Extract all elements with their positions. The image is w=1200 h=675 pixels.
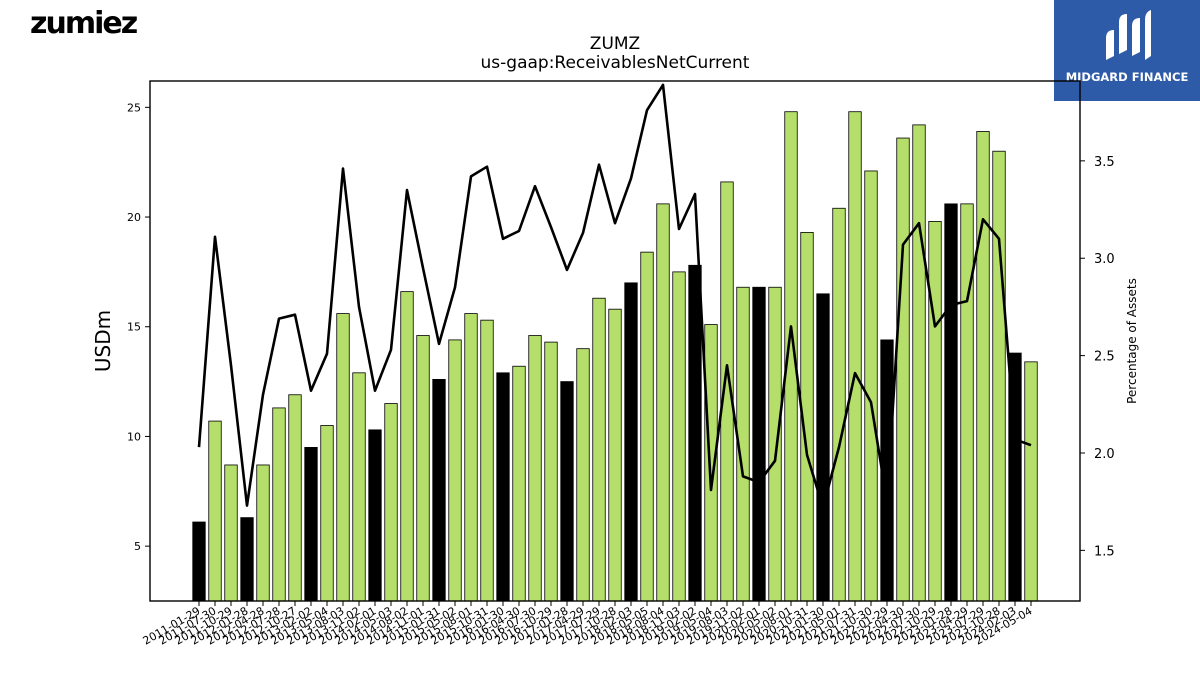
- bar: [464, 313, 478, 602]
- bar: [272, 407, 286, 602]
- bar: [832, 207, 846, 602]
- bar: [416, 335, 430, 602]
- bar: [560, 381, 574, 602]
- y2-tick-label: 1.5: [1094, 544, 1115, 559]
- bar: [448, 339, 462, 602]
- y-tick-label: 5: [134, 540, 141, 553]
- y-tick-label: 25: [127, 101, 141, 114]
- bar-series: [192, 111, 1038, 602]
- bar: [432, 378, 446, 602]
- line-series: [197, 83, 1032, 509]
- axes: 5101520251.52.02.53.03.52011-01-292011-0…: [127, 80, 1115, 648]
- bar: [624, 282, 638, 602]
- y-tick-label: 15: [127, 321, 141, 334]
- bar: [512, 365, 526, 602]
- bar: [608, 308, 622, 602]
- bar: [896, 137, 910, 602]
- bar: [944, 203, 958, 602]
- bar: [688, 264, 702, 602]
- y2-tick-label: 2.0: [1094, 447, 1115, 462]
- bar: [368, 429, 382, 602]
- bar: [384, 403, 398, 602]
- bar: [848, 111, 862, 602]
- bar: [976, 131, 990, 602]
- chart-title: ZUMZ: [590, 34, 640, 54]
- midgard-finance-badge: MIDGARD FINANCE: [1054, 0, 1200, 101]
- bar: [304, 447, 318, 602]
- bar: [928, 221, 942, 602]
- bar: [192, 521, 206, 602]
- bar: [400, 291, 414, 602]
- y2-axis-label: Percentage of Assets: [1125, 278, 1139, 404]
- bar: [960, 203, 974, 602]
- bar: [768, 286, 782, 602]
- percentage-line: [197, 83, 1032, 509]
- bar: [256, 464, 270, 602]
- bar: [816, 293, 830, 602]
- y2-tick-label: 2.5: [1094, 350, 1115, 365]
- bar: [992, 150, 1006, 602]
- y-tick-label: 10: [127, 430, 141, 443]
- bar: [336, 313, 350, 602]
- bar: [240, 517, 254, 602]
- bar: [912, 124, 926, 602]
- bar: [752, 286, 766, 602]
- bar: [864, 170, 878, 602]
- bar: [352, 372, 366, 602]
- bar: [1024, 361, 1038, 602]
- bar: [640, 251, 654, 602]
- midgard-logo-icon: [1106, 10, 1151, 60]
- chart-subtitle: us-gaap:ReceivablesNetCurrent: [481, 53, 750, 73]
- zumiez-logo: zumiez: [30, 6, 138, 41]
- bar: [544, 341, 558, 602]
- bar: [592, 297, 606, 602]
- bar: [528, 335, 542, 602]
- bar: [656, 203, 670, 602]
- y-tick-label: 20: [127, 211, 141, 224]
- bar: [320, 425, 334, 602]
- bar: [288, 394, 302, 602]
- bar: [208, 420, 222, 602]
- bar: [224, 464, 238, 602]
- bar: [576, 348, 590, 602]
- y-axis-label: USDm: [91, 310, 115, 372]
- badge-text: MIDGARD FINANCE: [1065, 70, 1189, 84]
- y2-tick-label: 3.0: [1094, 252, 1115, 267]
- y2-tick-label: 3.5: [1094, 155, 1115, 170]
- bar: [672, 271, 686, 602]
- bar: [496, 372, 510, 602]
- bar: [480, 319, 494, 602]
